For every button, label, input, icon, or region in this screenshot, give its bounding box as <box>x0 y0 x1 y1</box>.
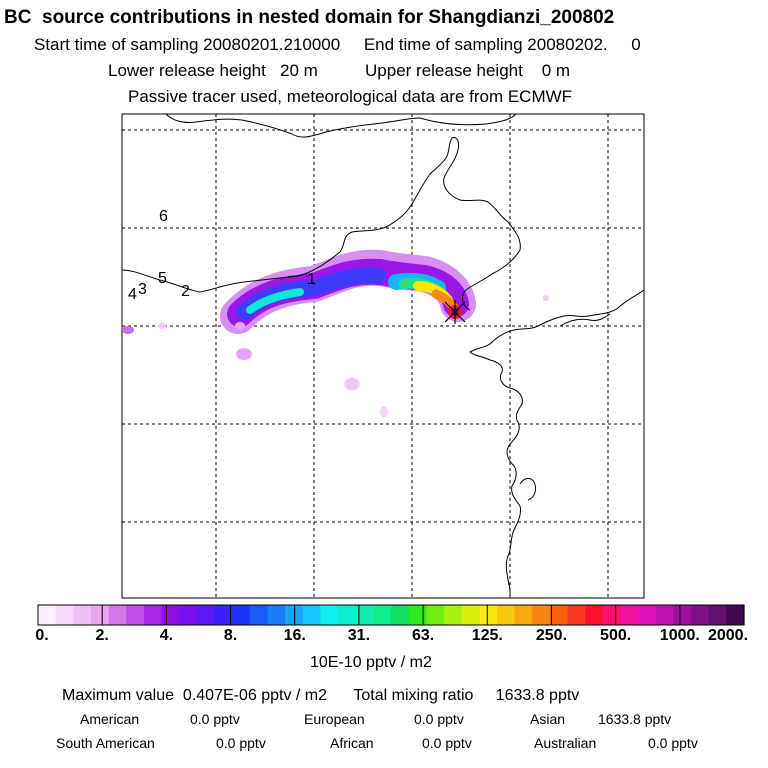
plume-patch <box>344 378 360 390</box>
plume-patch <box>235 322 245 330</box>
region-label-asian: Asian <box>530 711 566 727</box>
region-label-african: African <box>330 735 374 751</box>
colorbar-cell <box>73 605 92 625</box>
colorbar-frame <box>37 604 745 626</box>
colorbar-cell <box>461 605 480 625</box>
coastline-island <box>519 477 537 501</box>
colorbar-cell <box>302 605 321 625</box>
colorbar-cell <box>514 605 533 625</box>
colorbar-cell <box>249 605 269 625</box>
region-label-european: European <box>304 711 365 727</box>
colorbar-cell <box>426 605 445 625</box>
coastline-korea <box>469 289 644 598</box>
colorbar-cell <box>391 605 410 625</box>
colorbar-cell <box>443 605 463 625</box>
colorbar-cell <box>55 605 74 625</box>
colorbar-cell <box>232 605 251 625</box>
release-height-line: Lower release height 20 m Upper release … <box>108 61 571 80</box>
colorbar-tick: 31. <box>347 627 371 644</box>
colorbar-cell <box>320 605 339 625</box>
receptor-site-marker <box>444 300 466 324</box>
colorbar-cell <box>338 605 357 625</box>
colorbar-cell <box>373 605 392 625</box>
plume-patch <box>380 406 388 418</box>
colorbar-tick: 0. <box>35 627 49 644</box>
colorbar-cell <box>708 605 727 625</box>
colorbar-cell <box>90 605 110 625</box>
source-marker-1: 1 <box>307 271 316 288</box>
colorbar-cell <box>479 605 498 625</box>
source-marker-3: 3 <box>138 281 147 298</box>
tracer-info-line: Passive tracer used, meteorological data… <box>128 87 573 106</box>
region-value-european: 0.0 pptv <box>414 711 464 727</box>
plume-patch <box>122 326 134 334</box>
colorbar-cell <box>267 605 286 625</box>
region-value-australian: 0.0 pptv <box>648 735 698 751</box>
colorbar-cell <box>161 605 180 625</box>
colorbar-cell <box>196 605 216 625</box>
map-frame <box>121 113 645 599</box>
source-marker-5: 5 <box>158 270 167 287</box>
region-label-american: American <box>80 711 140 727</box>
region-label-australian: Australian <box>534 735 597 751</box>
region-value-african: 0.0 pptv <box>422 735 472 751</box>
colorbar-tick: 8. <box>223 627 238 644</box>
colorbar-tick: 2000. <box>707 627 749 644</box>
region-label-south-american: South American <box>56 735 155 751</box>
colorbar-cell <box>726 605 745 625</box>
colorbar-tick: 2. <box>95 627 109 644</box>
coastline <box>122 114 644 598</box>
colorbar-cell <box>408 605 427 625</box>
colorbar-tick: 1000. <box>659 627 700 644</box>
colorbar-cell <box>549 605 569 625</box>
concentration-plume <box>122 249 549 418</box>
colorbar-cell <box>585 605 604 625</box>
source-marker-6: 6 <box>159 208 168 225</box>
colorbar-cells <box>38 605 745 625</box>
colorbar-tick: 63. <box>411 627 435 644</box>
plume-patch <box>543 295 549 301</box>
colorbar-tick: 125. <box>471 627 503 644</box>
coastline-bohai <box>122 137 521 311</box>
colorbar-cell <box>620 605 639 625</box>
plume-patch <box>236 348 252 360</box>
colorbar-tick: 500. <box>600 627 632 644</box>
colorbar-cell <box>108 605 127 625</box>
sampling-time-line: Start time of sampling 20080201.210000 E… <box>34 35 641 54</box>
region-value-asian: 1633.8 pptv <box>598 711 672 727</box>
source-markers: 6 5 4 3 2 1 <box>128 208 316 303</box>
colorbar-cell <box>355 605 374 625</box>
colorbar-cell <box>179 605 198 625</box>
colorbar-cell <box>214 605 233 625</box>
colorbar-cell <box>285 605 304 625</box>
colorbar-tick: 16. <box>283 627 306 644</box>
region-value-american: 0.0 pptv <box>190 711 240 727</box>
colorbar-cell <box>602 605 622 625</box>
colorbar-units: 10E-10 pptv / m2 <box>310 654 432 671</box>
colorbar-cell <box>673 605 692 625</box>
colorbar-cell <box>691 605 710 625</box>
colorbar-tick: 4. <box>159 627 174 644</box>
border-korea <box>559 313 611 327</box>
colorbar-cell <box>655 605 674 625</box>
colorbar-cell <box>496 605 516 625</box>
maximum-value-line: Maximum value 0.407E-06 pptv / m2 Total … <box>62 687 580 704</box>
colorbar-cell <box>143 605 163 625</box>
colorbar-tick: 250. <box>535 627 568 644</box>
colorbar-cell <box>126 605 145 625</box>
source-marker-2: 2 <box>181 283 190 300</box>
plume-patch <box>158 323 166 329</box>
colorbar-cell <box>638 605 657 625</box>
plot-title: BC source contributions in nested domain… <box>4 7 615 28</box>
colorbar-cell <box>532 605 551 625</box>
source-marker-4: 4 <box>128 286 137 303</box>
plume-layer-cyan <box>246 288 304 314</box>
coastline-north <box>165 114 517 138</box>
colorbar-cell <box>567 605 586 625</box>
source-contribution-map: 6 5 4 3 2 1 <box>121 113 645 599</box>
colorbar-cell <box>38 605 57 625</box>
colorbar-dividers <box>101 605 681 625</box>
region-value-south-american: 0.0 pptv <box>216 735 266 751</box>
colorbar <box>37 604 745 626</box>
